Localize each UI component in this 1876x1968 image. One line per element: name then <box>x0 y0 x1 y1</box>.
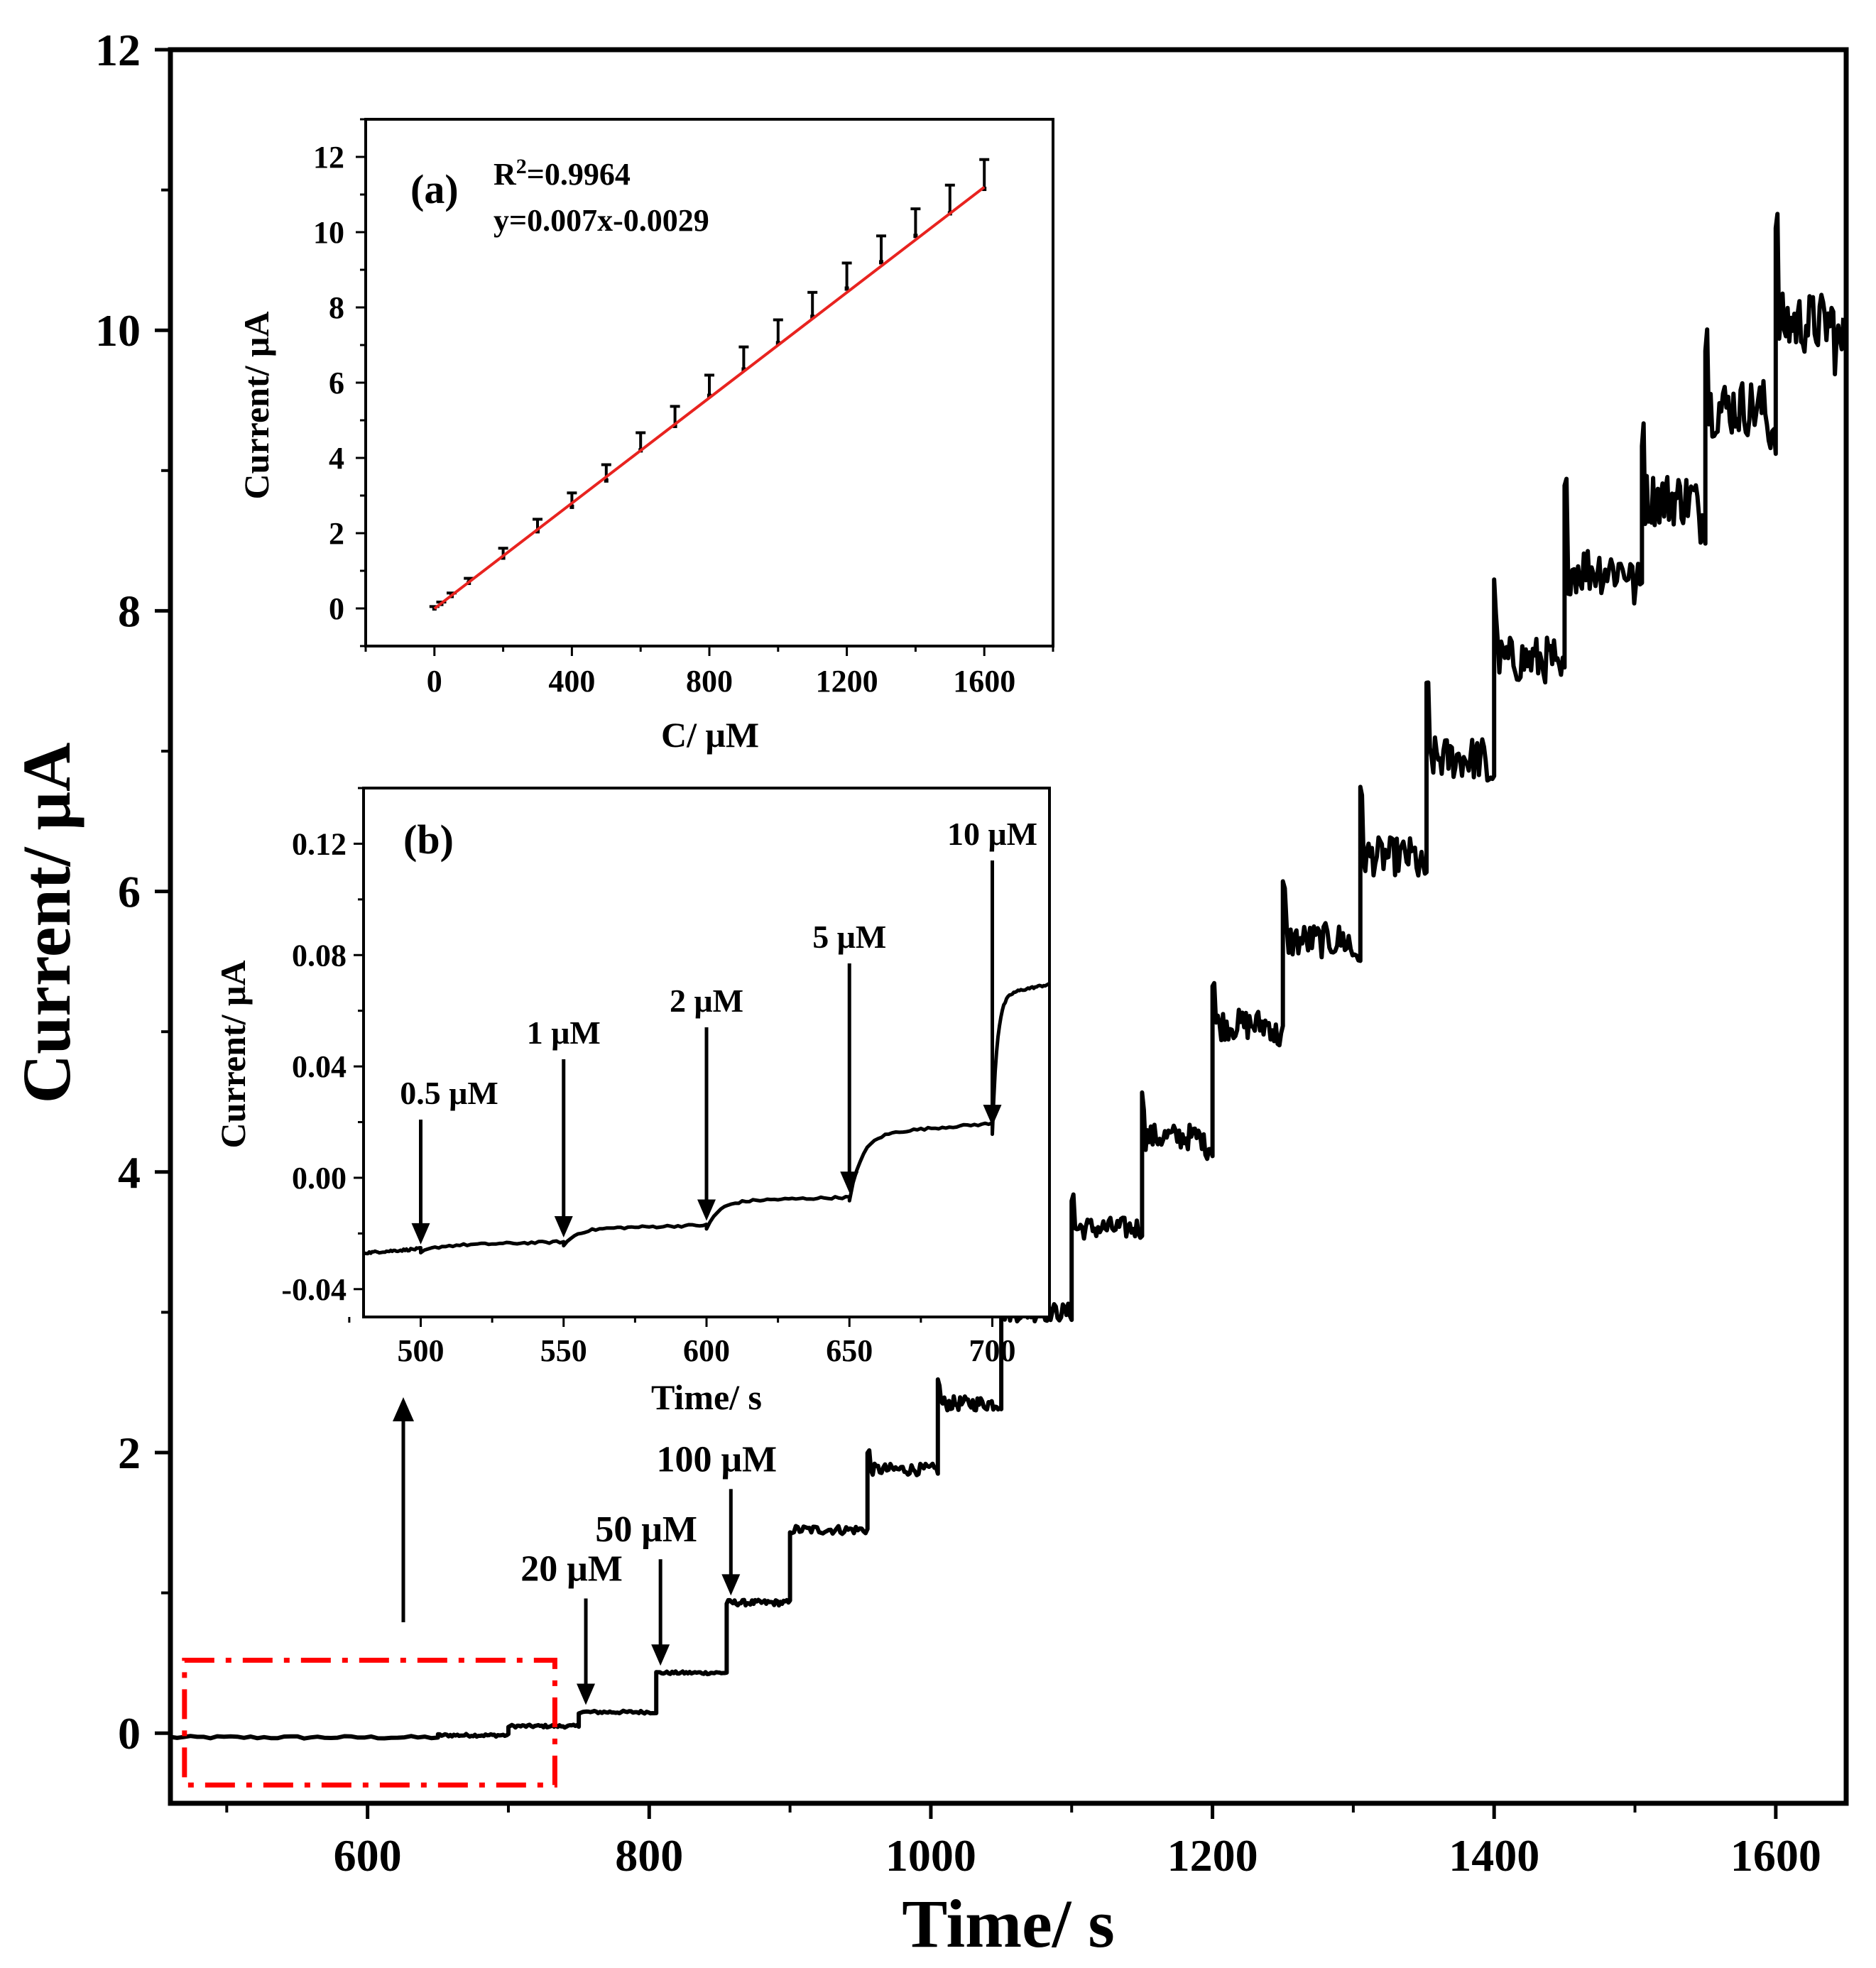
inset-a-y-axis-label: Current/ μA <box>236 312 276 500</box>
inset-a-y-tick-label: 12 <box>313 140 344 175</box>
main-y-tick-label: 12 <box>95 25 141 75</box>
inset-a-r2: R2=0.9964 <box>493 155 631 192</box>
inset-b-annotations: 0.5 μM 1 μM 2 μM 5 μM 10 μM <box>400 816 1037 1245</box>
main-y-tick-label: 0 <box>118 1708 141 1759</box>
main-x-tick-label: 1400 <box>1449 1830 1539 1881</box>
inset-b-annotation-arrow-head-icon <box>411 1223 430 1245</box>
inset-a-x-tick-label: 400 <box>548 664 595 699</box>
inset-a-x-tick-label: 1200 <box>816 664 878 699</box>
main-plot-frame <box>168 47 1849 1806</box>
r2-superscript: 2 <box>516 155 527 178</box>
inset-b-annotation-label: 2 μM <box>670 983 743 1019</box>
zoom-region-box <box>182 1657 557 1788</box>
inset-b-y-axis-label: Current/ μA <box>213 961 253 1149</box>
main-x-tick-label: 1200 <box>1167 1830 1258 1881</box>
inset-a-y-tick-label: 6 <box>329 366 344 400</box>
inset-a-x-tick-label: 0 <box>427 664 442 699</box>
inset-a-x-tick-label: 1600 <box>953 664 1015 699</box>
inset-b-ticks: 500 550 600 650 700 -0.04 0.00 0.04 0.08 0.12 <box>281 787 1016 1368</box>
main-y-tick-label: 10 <box>95 305 141 356</box>
main-y-tick-label: 2 <box>118 1428 141 1478</box>
zoom-up-arrow-icon <box>393 1397 414 1421</box>
inset-a-data-point <box>844 286 849 291</box>
inset-a-y-tick-label: 8 <box>329 290 344 325</box>
inset-b-annotation-label: 1 μM <box>527 1015 601 1051</box>
inset-b-y-tick-label: 0.08 <box>292 938 347 973</box>
inset-b-x-axis-label: Time/ s <box>651 1377 762 1417</box>
inset-b-annotation-label: 5 μM <box>812 919 886 955</box>
main-annotation-arrow-head-icon <box>577 1683 596 1705</box>
main-current-trace <box>170 212 1845 1741</box>
inset-a-x-axis-label: C/ μM <box>661 715 759 755</box>
main-x-tick-label: 600 <box>334 1830 402 1881</box>
inset-a-data-point <box>741 367 746 372</box>
inset-a-ticks: 0 400 800 1200 1600 0 2 4 6 8 10 12 <box>313 118 1054 699</box>
main-y-tick-label: 6 <box>118 867 141 917</box>
main-annotation-label: 20 μM <box>520 1549 623 1590</box>
inset-b-x-tick-label: 700 <box>969 1333 1016 1368</box>
inset-b-x-tick-label: 600 <box>683 1333 730 1368</box>
inset-b-y-tick-label: 0.04 <box>292 1049 347 1084</box>
inset-a-panel-tag: (a) <box>410 166 459 212</box>
inset-b-annotation-arrow-head-icon <box>983 1105 1002 1127</box>
inset-a-y-tick-label: 10 <box>313 215 344 250</box>
main-x-tick-label: 1600 <box>1730 1830 1821 1881</box>
inset-b-panel-tag: (b) <box>403 816 454 863</box>
main-x-axis-label: Time/ s <box>902 1886 1115 1962</box>
main-annotation-label: 100 μM <box>657 1439 778 1480</box>
inset-a-equation: y=0.007x-0.0029 <box>493 203 709 238</box>
r2-prefix: R <box>493 157 517 192</box>
inset-b-chart: 500 550 600 650 700 -0.04 0.00 0.04 0.08 0.12 0.5… <box>213 787 1051 1417</box>
inset-a-data-point <box>569 504 574 509</box>
inset-b-annotation-arrow-head-icon <box>554 1216 573 1238</box>
inset-a-fit-line <box>433 185 986 610</box>
inset-b-x-tick-label: 550 <box>540 1333 587 1368</box>
inset-a-y-tick-label: 0 <box>329 591 344 626</box>
inset-b-annotation-arrow-head-icon <box>840 1171 859 1193</box>
inset-a-data-point <box>879 260 883 265</box>
inset-b-y-tick-label: -0.04 <box>281 1272 347 1307</box>
inset-b-x-tick-label: 650 <box>826 1333 873 1368</box>
inset-a-data-point <box>913 234 918 239</box>
r2-value: =0.9964 <box>527 157 631 192</box>
inset-a-y-tick-label: 2 <box>329 516 344 551</box>
inset-a-data-point <box>707 393 711 398</box>
main-x-tick-label: 1000 <box>885 1830 976 1881</box>
inset-b-y-tick-label: 0.00 <box>292 1161 347 1196</box>
main-x-tick-label: 800 <box>615 1830 683 1881</box>
inset-b-y-tick-label: 0.12 <box>292 826 347 861</box>
inset-b-annotation-arrow-head-icon <box>697 1199 716 1221</box>
inset-a-data-point <box>810 315 815 319</box>
inset-a-y-tick-label: 4 <box>329 441 344 476</box>
inset-a-data-point <box>604 478 609 483</box>
main-y-axis-label: Current/ μA <box>9 743 84 1104</box>
main-annotation-arrow-head-icon <box>651 1644 670 1666</box>
inset-b-annotation-label: 10 μM <box>947 816 1037 852</box>
main-annotation-label: 50 μM <box>595 1509 697 1550</box>
main-y-tick-label: 4 <box>118 1147 141 1198</box>
inset-b-x-tick-label: 500 <box>398 1333 445 1368</box>
inset-a-data-point <box>775 341 780 346</box>
main-y-tick-label: 8 <box>118 586 141 636</box>
inset-b-annotation-label: 0.5 μM <box>400 1075 498 1111</box>
main-annotation-arrow-head-icon <box>721 1574 741 1596</box>
inset-a-x-tick-label: 800 <box>686 664 733 699</box>
